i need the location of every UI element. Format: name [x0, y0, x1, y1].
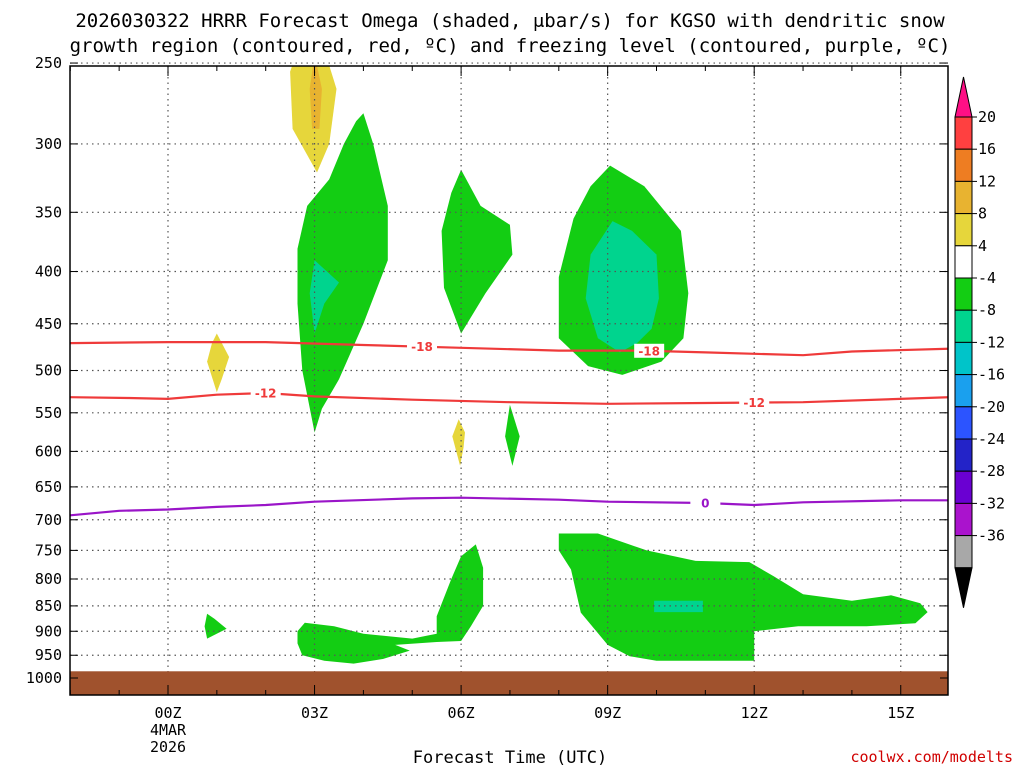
colorbar-box-8	[954, 341, 973, 376]
contour-lines	[70, 341, 948, 517]
omega-region-1	[309, 66, 322, 129]
colorbar-box-6	[954, 277, 973, 311]
colorbar-box-4	[954, 213, 973, 247]
omega-region-11	[297, 544, 484, 664]
xtick-label-3: 03Z	[301, 704, 328, 722]
plot-frame	[69, 65, 949, 696]
ytick-label-300: 300	[35, 135, 62, 153]
colorbar-box-1	[954, 116, 973, 150]
omega-region-2	[207, 333, 230, 393]
colorbar-label-9: -20	[978, 398, 1005, 416]
colorbar-label-2: 12	[978, 172, 996, 190]
omega-region-3	[452, 419, 465, 466]
dgz-contour-minus18-label-bg-1	[634, 343, 665, 358]
colorbar-arrow-bottom	[954, 567, 973, 608]
ytick-label-450: 450	[35, 315, 62, 333]
pressure-grid	[70, 62, 948, 677]
omega-region-13	[654, 600, 703, 613]
colorbar-box-11	[954, 438, 973, 472]
colorbar-box-7	[954, 309, 973, 343]
xtick-date-month: 4MAR	[150, 721, 187, 739]
xtick-label-12: 12Z	[741, 704, 768, 722]
chart-title: 2026030322 HRRR Forecast Omega (shaded, …	[75, 10, 945, 32]
colorbar-box-12	[954, 470, 973, 504]
colorbar-label-10: -24	[978, 430, 1005, 448]
ytick-label-350: 350	[35, 203, 62, 221]
omega-region-10	[204, 613, 227, 639]
ytick-label-650: 650	[35, 478, 62, 496]
omega-region-5	[309, 260, 339, 334]
ytick-label-750: 750	[35, 541, 62, 559]
x-axis-label: Forecast Time (UTC)	[413, 748, 607, 768]
colorbar-box-14	[954, 535, 973, 569]
colorbar-box-9	[954, 374, 973, 408]
colorbar-label-8: -16	[978, 366, 1005, 384]
omega-region-4	[297, 113, 388, 433]
freezing-level-contour-label-0: 0	[701, 496, 709, 510]
dgz-contour-minus18-label-1: -18	[638, 344, 660, 358]
ytick-label-1000: 1000	[26, 669, 62, 687]
ytick-label-700: 700	[35, 511, 62, 529]
xtick-date-year: 2026	[150, 738, 186, 756]
ytick-label-950: 950	[35, 646, 62, 664]
ytick-label-250: 250	[35, 54, 62, 72]
omega-shading	[204, 66, 928, 664]
freezing-level-contour	[70, 496, 948, 517]
dgz-contour-minus12-label-1: -12	[743, 396, 765, 410]
ytick-label-900: 900	[35, 622, 62, 640]
omega-region-6	[441, 169, 513, 334]
colorbar: 20 16 12 8 4 -4 -8 -12 -16 -20 -24 -28 -32 -36	[954, 76, 1005, 608]
colorbar-box-10	[954, 406, 973, 440]
dgz-contour-minus18-label-bg-0	[407, 339, 438, 354]
colorbar-label-1: 16	[978, 140, 996, 158]
colorbar-label-12: -32	[978, 494, 1005, 512]
colorbar-label-5: -4	[978, 269, 996, 287]
ytick-label-500: 500	[35, 362, 62, 380]
colorbar-label-6: -8	[978, 301, 996, 319]
colorbar-box-13	[954, 502, 973, 537]
colorbar-label-4: 4	[978, 237, 987, 255]
colorbar-label-0: 20	[978, 108, 996, 126]
ytick-label-850: 850	[35, 597, 62, 615]
pressure-axis: 250 300 350 400 450 500 550 600 650 700 750 800 850 9…	[26, 54, 948, 687]
colorbar-box-5	[954, 245, 973, 279]
dgz-contour-minus18	[70, 341, 948, 357]
xtick-label-6: 06Z	[448, 704, 475, 722]
omega-region-12	[558, 533, 928, 661]
credit-text: coolwx.com/modelts	[850, 748, 1013, 766]
terrain-fill	[70, 671, 948, 695]
ytick-label-550: 550	[35, 404, 62, 422]
dgz-contour-minus12-label-bg-0	[250, 386, 281, 401]
ytick-label-400: 400	[35, 263, 62, 281]
colorbar-label-7: -12	[978, 333, 1005, 351]
colorbar-box-3	[954, 180, 973, 215]
xtick-label-9: 09Z	[594, 704, 621, 722]
omega-region-7	[505, 404, 520, 466]
colorbar-arrow-top	[954, 76, 973, 118]
colorbar-label-3: 8	[978, 205, 987, 223]
omega-region-9	[585, 221, 659, 353]
dgz-contour-minus12-label-bg-1	[739, 395, 770, 410]
contour-labels: -18 -18 -12 -12 0	[250, 339, 770, 510]
colorbar-label-13: -36	[978, 527, 1005, 545]
chart-subtitle: growth region (contoured, red, ºC) and f…	[70, 35, 951, 57]
ytick-label-800: 800	[35, 570, 62, 588]
dgz-contour-minus12-label-0: -12	[255, 387, 277, 401]
colorbar-label-11: -28	[978, 462, 1005, 480]
dgz-contour-minus12	[70, 391, 948, 405]
freezing-level-contour-label-bg-0	[690, 495, 721, 510]
dgz-contour-minus18-label-0: -18	[411, 340, 433, 354]
xtick-label-15: 15Z	[887, 704, 914, 722]
ytick-label-600: 600	[35, 442, 62, 460]
xtick-label-0: 00Z	[154, 704, 181, 722]
colorbar-box-2	[954, 148, 973, 182]
